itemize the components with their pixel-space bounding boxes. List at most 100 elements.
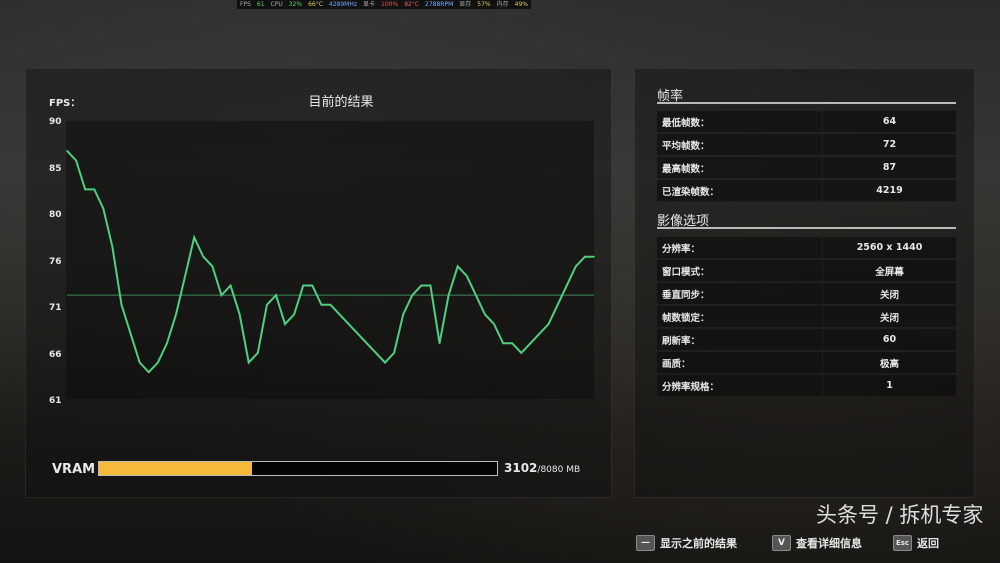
fps-data-point [402, 313, 404, 316]
fps-data-point [529, 342, 532, 345]
fps-data-point [220, 294, 223, 296]
fps-data-point [538, 332, 541, 335]
fps-data-point [565, 284, 568, 287]
fps-data-point [484, 313, 486, 316]
stat-value: 4219 [876, 185, 903, 196]
stat-row: 帧数锁定： 关闭 [657, 306, 956, 328]
fps-data-point [329, 303, 332, 306]
fps-data-point [366, 342, 368, 345]
stat-row: 分辨率规格： 1 [657, 375, 956, 397]
fps-data-point [511, 342, 514, 345]
stat-label: 窗口模式： [657, 260, 823, 281]
fps-data-point [320, 303, 323, 306]
osd-fan: 2788RPM [425, 1, 454, 8]
y-tick-label: 76 [49, 256, 62, 267]
y-tick-label: 90 [49, 117, 62, 127]
fps-data-point [584, 255, 586, 258]
fps-data-point [211, 265, 214, 268]
osd-gpu-temp: 82°C [404, 1, 420, 8]
stat-row: 平均帧数： 72 [657, 134, 956, 156]
osd-gpu-label: 显卡 [363, 1, 376, 8]
fps-data-point [120, 303, 123, 306]
fps-data-point [247, 361, 250, 364]
button-label: 返回 [917, 537, 939, 550]
stat-row: 已渲染帧数： 4219 [657, 180, 956, 202]
stat-label: 最高帧数： [657, 157, 823, 178]
y-tick-label: 66 [49, 349, 62, 360]
fps-data-point [284, 323, 286, 325]
osd-gpu-load: 100% [381, 1, 399, 8]
stat-row: 窗口模式： 全屏幕 [657, 260, 956, 282]
key-hint: — [636, 535, 655, 551]
fps-data-point [129, 332, 132, 335]
stat-row: 画质： 极高 [657, 352, 956, 374]
fps-data-point [347, 323, 350, 325]
fps-chart [66, 150, 595, 374]
view-details-button[interactable]: V 查看详细信息 [772, 535, 862, 551]
fps-data-point [311, 284, 314, 287]
stat-value: 全屏幕 [875, 266, 904, 278]
stat-row: 分辨率： 2560 x 1440 [657, 237, 956, 259]
stat-value: 87 [882, 162, 897, 173]
stat-row: 刷新率： 60 [657, 329, 956, 351]
fps-data-point [465, 275, 468, 277]
fps-data-point [93, 188, 96, 191]
fps-data-point [520, 352, 523, 354]
fps-data-point [556, 303, 559, 306]
fps-data-point [175, 313, 177, 316]
stat-row: 最低帧数： 64 [657, 111, 956, 133]
fps-data-point [384, 361, 386, 364]
fps-data-point [429, 284, 432, 287]
osd-cpu-label: CPU [270, 1, 283, 8]
fps-data-point [420, 284, 423, 287]
osd-cpu-clock: 4289MHz [328, 1, 358, 8]
show-previous-results-button[interactable]: — 显示之前的结果 [636, 535, 737, 551]
y-tick-label: 85 [49, 163, 62, 174]
stat-value: 1 [886, 380, 893, 391]
fps-data-point [575, 265, 577, 268]
fps-data-point [447, 294, 450, 296]
fps-data-point [502, 342, 504, 345]
fps-series-line [66, 150, 594, 374]
vram-total: /8080 MB [537, 465, 581, 475]
fps-data-point [138, 361, 141, 364]
fps-data-point [75, 159, 77, 162]
stat-label: 已渲染帧数： [657, 180, 823, 201]
osd-vram: 57% [477, 1, 491, 8]
key-hint: Esc [893, 535, 912, 551]
vram-label: VRAM [52, 462, 96, 477]
fps-data-point [202, 255, 205, 258]
stat-value: 60 [882, 334, 897, 345]
vram-value: 3102/8080 MB [504, 461, 580, 475]
osd-fps-label: FPS [240, 1, 251, 8]
vram-bar-fill [99, 462, 252, 475]
fps-data-point [66, 150, 68, 152]
osd-ram: 49% [514, 1, 528, 8]
y-tick-label: 80 [49, 210, 62, 220]
osd-cpu-temp: 66°C [308, 1, 323, 8]
vram-bar [98, 461, 498, 476]
chart-title: 目前的结果 [308, 95, 374, 110]
stat-label: 分辨率： [657, 237, 823, 258]
fps-data-point [438, 342, 441, 345]
fps-data-point [229, 284, 232, 287]
fps-data-point [184, 275, 186, 277]
fps-data-point [547, 323, 550, 325]
y-tick-label: 61 [49, 396, 62, 406]
fps-data-point [393, 352, 395, 354]
stat-label: 帧数锁定： [657, 306, 823, 327]
fps-data-point [257, 352, 259, 354]
fps-data-point [411, 294, 414, 296]
performance-overlay: FPS 61 CPU 32% 66°C 4289MHz 显卡 100% 82°C 2788RP… [237, 0, 531, 9]
fps-data-point [338, 313, 341, 316]
key-hint: V [772, 535, 791, 551]
stat-value: 72 [882, 139, 897, 150]
fps-data-point [456, 265, 459, 268]
stat-row: 最高帧数： 87 [657, 157, 956, 179]
fps-data-point [111, 246, 114, 248]
stat-label: 分辨率规格： [657, 375, 823, 396]
stat-label: 平均帧数： [657, 134, 823, 155]
osd-vram-label: 显存 [459, 1, 472, 8]
back-button[interactable]: Esc 返回 [893, 535, 939, 551]
fps-data-point [302, 284, 305, 287]
